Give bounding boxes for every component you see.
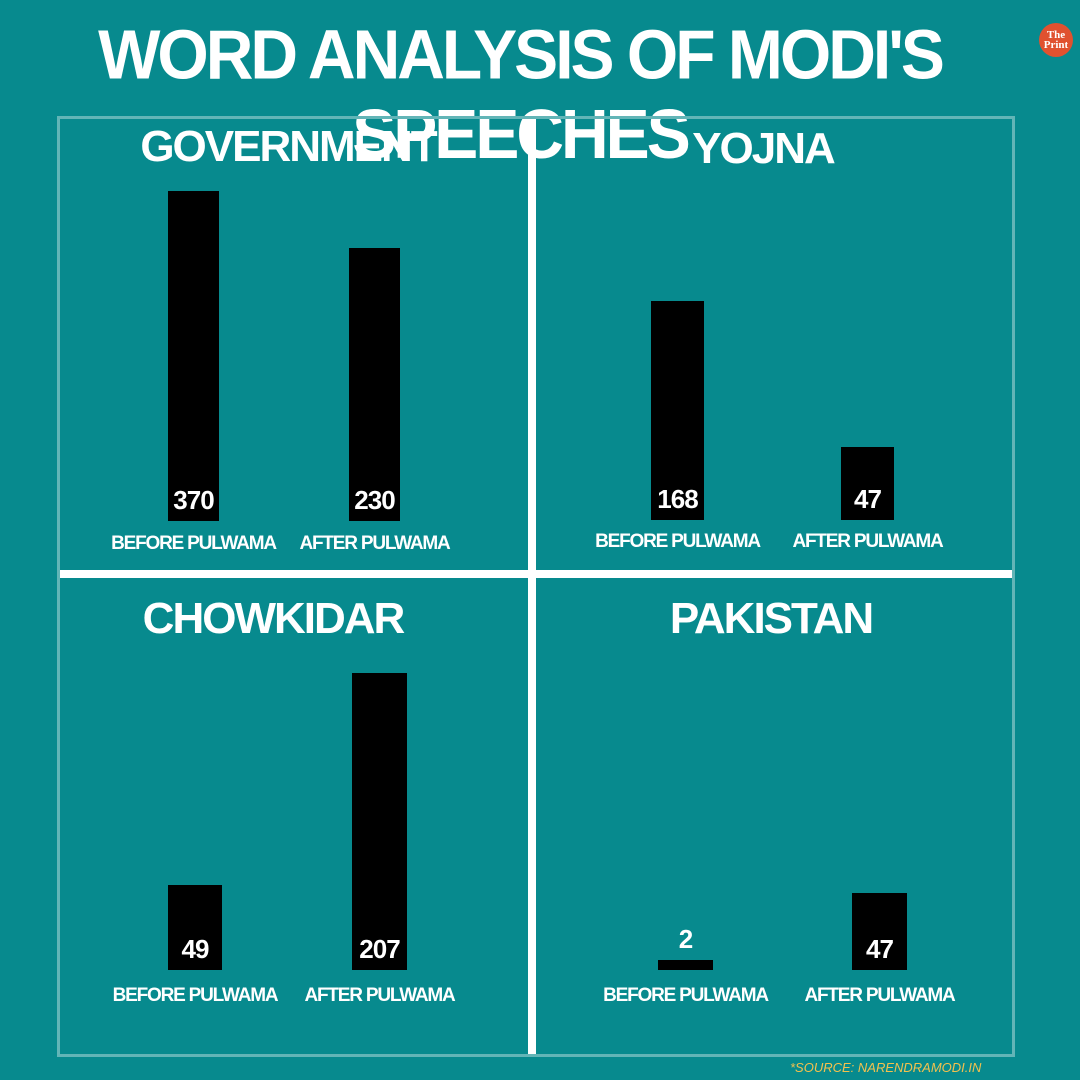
panel-title: GOVERNMENT: [140, 122, 437, 171]
category-label: BEFORE PULWAMA: [603, 985, 769, 1006]
vertical-divider: [528, 119, 536, 1054]
bar: [658, 960, 713, 970]
theprint-logo: The Print: [1039, 23, 1073, 57]
panel-title: CHOWKIDAR: [142, 594, 406, 643]
value-label: 207: [359, 934, 400, 964]
category-label: BEFORE PULWAMA: [595, 531, 761, 552]
source-note: *SOURCE: NARENDRAMODI.IN: [790, 1060, 982, 1075]
category-label: AFTER PULWAMA: [792, 531, 943, 552]
bar: [352, 673, 407, 970]
panel-title: YOJNA: [692, 124, 836, 173]
category-label: AFTER PULWAMA: [304, 985, 455, 1006]
value-label: 370: [173, 485, 214, 515]
horizontal-divider: [60, 570, 1012, 578]
bar: [841, 447, 894, 520]
bar: [651, 301, 704, 520]
chart-frame: [57, 116, 1015, 1057]
page-title: WORD ANALYSIS OF MODI'S SPEECHES: [98, 15, 945, 173]
bar: [168, 191, 219, 521]
bar: [852, 893, 907, 970]
value-label: 168: [657, 484, 698, 514]
bar: [168, 885, 222, 970]
category-label: AFTER PULWAMA: [804, 985, 955, 1006]
panel-title: PAKISTAN: [669, 594, 874, 643]
value-label: 47: [854, 484, 882, 514]
logo-line2: Print: [1043, 39, 1069, 51]
bar: [349, 248, 400, 521]
value-label: 230: [354, 485, 395, 515]
logo-line1: The: [1046, 29, 1066, 41]
category-label: BEFORE PULWAMA: [111, 533, 277, 554]
category-label: BEFORE PULWAMA: [112, 985, 279, 1006]
value-label: 2: [678, 924, 693, 954]
value-label: 49: [181, 934, 210, 964]
category-label: AFTER PULWAMA: [299, 533, 450, 554]
value-label: 47: [866, 934, 894, 964]
